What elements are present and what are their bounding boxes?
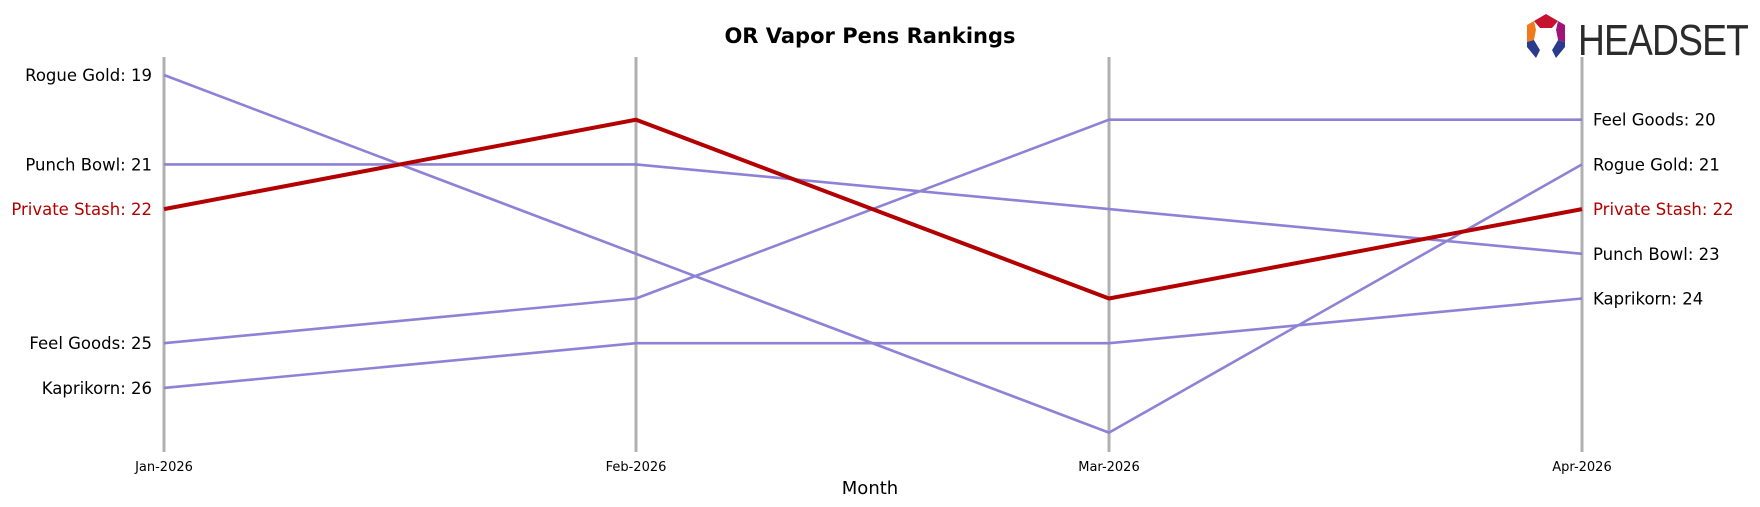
series-lines bbox=[163, 73, 1583, 434]
headset-logo: HEADSET bbox=[1527, 14, 1749, 65]
month-axes bbox=[162, 57, 1584, 452]
x-tick-labels: Jan-2026 Feb-2026 Mar-2026 Apr-2026 bbox=[134, 460, 1612, 475]
start-rank-label: Kaprikorn: 26 bbox=[42, 379, 152, 398]
series-line bbox=[163, 117, 1583, 301]
chart-title: OR Vapor Pens Rankings bbox=[724, 24, 1015, 48]
series-line bbox=[163, 73, 1583, 434]
end-rank-label: Punch Bowl: 23 bbox=[1593, 245, 1720, 264]
start-rank-label: Punch Bowl: 21 bbox=[25, 155, 152, 174]
rank-labels: Rogue Gold: 19 Rogue Gold: 21 Punch Bowl: … bbox=[11, 66, 1733, 398]
end-rank-label: Feel Goods: 20 bbox=[1593, 111, 1716, 130]
start-rank-label: Feel Goods: 25 bbox=[29, 334, 152, 353]
headset-logo-text: HEADSET bbox=[1578, 16, 1748, 65]
start-rank-label: Private Stash: 22 bbox=[11, 200, 152, 219]
headset-hexagon-logo-icon bbox=[1527, 14, 1565, 58]
x-tick-label: Jan-2026 bbox=[134, 460, 193, 475]
x-tick-label: Apr-2026 bbox=[1552, 460, 1611, 475]
x-axis-label: Month bbox=[842, 478, 898, 499]
x-tick-label: Feb-2026 bbox=[606, 460, 667, 475]
series-line bbox=[163, 297, 1583, 390]
start-rank-label: Rogue Gold: 19 bbox=[25, 66, 152, 85]
end-rank-label: Kaprikorn: 24 bbox=[1593, 290, 1703, 309]
series-line bbox=[163, 118, 1582, 345]
end-rank-label: Private Stash: 22 bbox=[1593, 200, 1734, 219]
x-tick-label: Mar-2026 bbox=[1078, 460, 1139, 475]
end-rank-label: Rogue Gold: 21 bbox=[1593, 155, 1720, 174]
